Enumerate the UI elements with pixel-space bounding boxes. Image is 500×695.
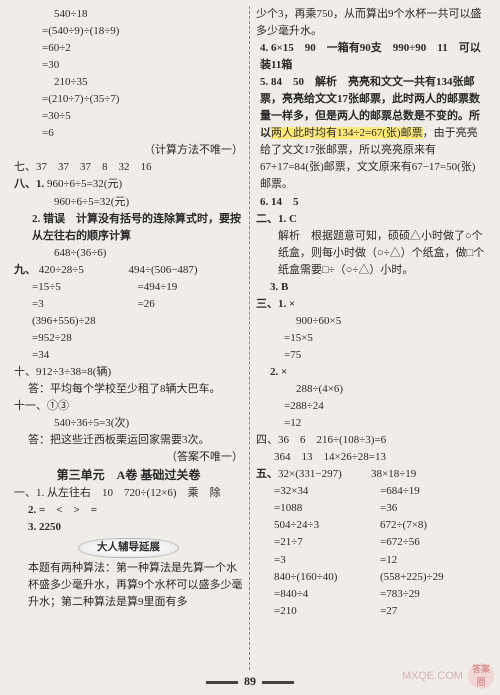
top-cont: 少个3，再乘750，从而算出9个水杯一共可以盛多少毫升水。 bbox=[256, 6, 486, 40]
calc-line: =30 bbox=[14, 57, 243, 74]
guide-title: 大人辅导延展 bbox=[78, 538, 179, 558]
q11-l1: 十一、①③ bbox=[14, 398, 243, 415]
q9-c2l1: 494÷(506−487) bbox=[129, 262, 244, 279]
r-i6: 6. 14 5 bbox=[256, 194, 486, 211]
q11-note: （答案不唯一） bbox=[14, 449, 243, 466]
r-v-row: =840÷4 =783÷29 bbox=[256, 586, 486, 603]
q9-c1l6: =34 bbox=[14, 347, 243, 364]
r-ii-ana: 解析 根据题意可知，硕硕△小时做了○个纸盒，则每小时做（○÷△）个纸盒，做□个纸… bbox=[256, 228, 486, 279]
r-v-b3: =36 bbox=[380, 500, 486, 517]
r-v-row: 840÷(160÷40) (558+225)÷29 bbox=[256, 569, 486, 586]
r-iii-head: 三、1. × bbox=[256, 296, 486, 313]
q9-c1l1: 420÷28÷5 bbox=[39, 264, 84, 276]
calc-line: =6 bbox=[14, 125, 243, 142]
r-v-row: =210 =27 bbox=[256, 603, 486, 620]
r-iv-l1: 四、36 6 216÷(108÷3)=6 bbox=[256, 432, 486, 449]
q9-c2l2: =494÷19 bbox=[138, 279, 244, 296]
q8-n2: 2. 错误 计算没有括号的连除算式时，要按从左往右的顺序计算 bbox=[14, 211, 243, 245]
q8-c: 648÷(36÷6) bbox=[14, 245, 243, 262]
calc-line: =(210÷7)÷(35÷7) bbox=[14, 91, 243, 108]
page: 540÷18 =(540÷9)÷(18÷9) =60÷2 =30 210÷35 … bbox=[0, 0, 500, 670]
r-v-b6: =12 bbox=[380, 552, 486, 569]
r-v-b7: (558+225)÷29 bbox=[380, 569, 486, 586]
r-ii-b: 3. B bbox=[256, 279, 486, 296]
unit-i3: 3. 2250 bbox=[14, 519, 243, 536]
r-v-head: 五、 bbox=[256, 468, 278, 480]
r-v-a8: =840÷4 bbox=[256, 586, 380, 603]
r-v-row: =3 =12 bbox=[256, 552, 486, 569]
r-v-a6: =3 bbox=[256, 552, 380, 569]
r-iii-l5: =288÷24 bbox=[256, 398, 486, 415]
calc-line: 210÷35 bbox=[14, 74, 243, 91]
guide-text: 本题有两种算法：第一种算法是先算一个水杯盛多少毫升水，再算9个水杯可以盛多少毫升… bbox=[14, 560, 243, 611]
watermark-text: MXQE.COM bbox=[402, 670, 463, 682]
r-iii-l1: 900÷60×5 bbox=[256, 313, 486, 330]
q11-l2: 540÷36÷5=3(次) bbox=[14, 415, 243, 432]
r-v-b1: 38×18÷19 bbox=[371, 466, 486, 483]
r-iii-l4: 288÷(4×6) bbox=[256, 381, 486, 398]
r-v-b8: =783÷29 bbox=[380, 586, 486, 603]
q8-a: 960÷6÷5=32(元) bbox=[47, 178, 122, 190]
q10-l1: 十、912÷3÷38=8(辆) bbox=[14, 364, 243, 381]
unit-i2: 2. = < > = bbox=[14, 502, 243, 519]
r-v-b9: =27 bbox=[380, 603, 486, 620]
r-v-a9: =210 bbox=[256, 603, 380, 620]
q9-head: 九、 bbox=[14, 264, 36, 276]
q8-b: 960÷6÷5=32(元) bbox=[14, 194, 243, 211]
r-v-row: =32×34 =684÷19 bbox=[256, 483, 486, 500]
unit-i1: 一、1. 从左往右 10 720÷(12×6) 乘 除 bbox=[14, 485, 243, 502]
q8-head: 八、1. bbox=[14, 178, 44, 190]
r-v-a3: =1088 bbox=[256, 500, 380, 517]
q8-line: 八、1. 960÷6÷5=32(元) bbox=[14, 176, 243, 193]
r-v-b5: =672÷56 bbox=[380, 534, 486, 551]
q9-row: =3 =26 bbox=[14, 296, 243, 313]
q11-l3: 答：把这些迁西板栗运回家需要3次。 bbox=[14, 432, 243, 449]
q9-row: =15÷5 =494÷19 bbox=[14, 279, 243, 296]
q9-c1l3: =3 bbox=[14, 296, 138, 313]
r-v-a4: 504÷24÷3 bbox=[256, 517, 380, 534]
r-v-a2: =32×34 bbox=[256, 483, 380, 500]
q9-c2l3: =26 bbox=[138, 296, 244, 313]
calc-line: =(540÷9)÷(18÷9) bbox=[14, 23, 243, 40]
r-i4: 4. 6×15 90 一箱有90支 990÷90 11 可以装11箱 bbox=[256, 40, 486, 74]
r-ii-head: 二、1. C bbox=[256, 211, 486, 228]
r-iv-l2: 364 13 14×26÷28=13 bbox=[256, 449, 486, 466]
q9-c1l5: =952÷28 bbox=[14, 330, 243, 347]
r-iii-h2: 2. × bbox=[256, 364, 486, 381]
r-v-a1: 32×(331−297) bbox=[278, 468, 342, 480]
right-column: 少个3，再乘750，从而算出9个水杯一共可以盛多少毫升水。 4. 6×15 90… bbox=[250, 6, 492, 670]
q9-c1l2: =15÷5 bbox=[14, 279, 138, 296]
unit-title: 第三单元 A卷 基础过关卷 bbox=[14, 466, 243, 485]
calc-line: 540÷18 bbox=[14, 6, 243, 23]
r-v-row: =1088 =36 bbox=[256, 500, 486, 517]
r-v-row: 504÷24÷3 672÷(7×8) bbox=[256, 517, 486, 534]
r-v-a7: 840÷(160÷40) bbox=[256, 569, 380, 586]
r-v-row: 五、32×(331−297) 38×18÷19 bbox=[256, 466, 486, 483]
note: （计算方法不唯一） bbox=[14, 142, 243, 159]
r-v-a5: =21÷7 bbox=[256, 534, 380, 551]
q7: 七、37 37 37 8 32 16 bbox=[14, 159, 243, 176]
left-column: 540÷18 =(540÷9)÷(18÷9) =60÷2 =30 210÷35 … bbox=[8, 6, 250, 670]
r-iii-l3: =75 bbox=[256, 347, 486, 364]
r-iii-l2: =15×5 bbox=[256, 330, 486, 347]
r-v-b4: 672÷(7×8) bbox=[380, 517, 486, 534]
r-i5-hl: 两人此时均有134÷2=67(张)邮票 bbox=[271, 127, 423, 139]
guide-banner: 大人辅导延展 bbox=[14, 538, 243, 558]
watermark-badge: 答案圈 bbox=[468, 663, 494, 689]
q10-l2: 答：平均每个学校至少租了8辆大巴车。 bbox=[14, 381, 243, 398]
calc-line: =30÷5 bbox=[14, 108, 243, 125]
r-v-row: =21÷7 =672÷56 bbox=[256, 534, 486, 551]
q9-c1l4: (396+556)÷28 bbox=[14, 313, 243, 330]
watermark: MXQE.COM 答案圈 bbox=[402, 663, 494, 689]
q9-row: 九、 420÷28÷5 494÷(506−487) bbox=[14, 262, 243, 279]
r-iii-l6: =12 bbox=[256, 415, 486, 432]
r-v-b2: =684÷19 bbox=[380, 483, 486, 500]
r-i5: 5. 84 50 解析 亮亮和文文一共有134张邮票，亮亮给文文17张邮票，此时… bbox=[256, 74, 486, 193]
calc-line: =60÷2 bbox=[14, 40, 243, 57]
